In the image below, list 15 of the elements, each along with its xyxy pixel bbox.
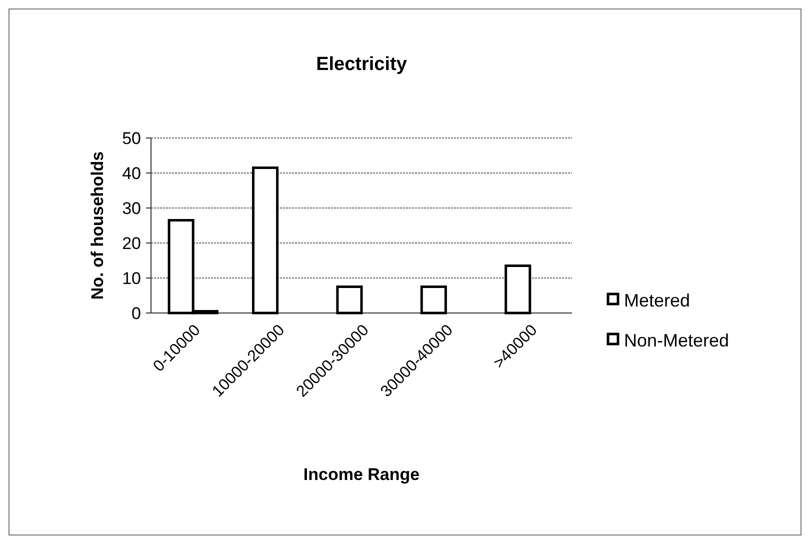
legend-label: Non-Metered — [624, 330, 730, 350]
bar — [420, 286, 447, 314]
y-tick-label: 20 — [122, 234, 141, 253]
bar — [504, 264, 532, 314]
y-axis-title: No. of households — [88, 151, 107, 300]
bar — [336, 286, 363, 314]
chart-title: Electricity — [316, 54, 408, 75]
x-axis-title: Income Range — [303, 465, 420, 484]
y-tick-label: 30 — [122, 198, 141, 218]
bar — [252, 166, 279, 314]
y-tick-label: 40 — [122, 164, 141, 183]
y-tick-label: 0 — [132, 304, 141, 323]
legend-label: Metered — [624, 290, 690, 310]
y-tick-label: 10 — [122, 268, 141, 288]
y-tick-label: 50 — [122, 128, 141, 148]
